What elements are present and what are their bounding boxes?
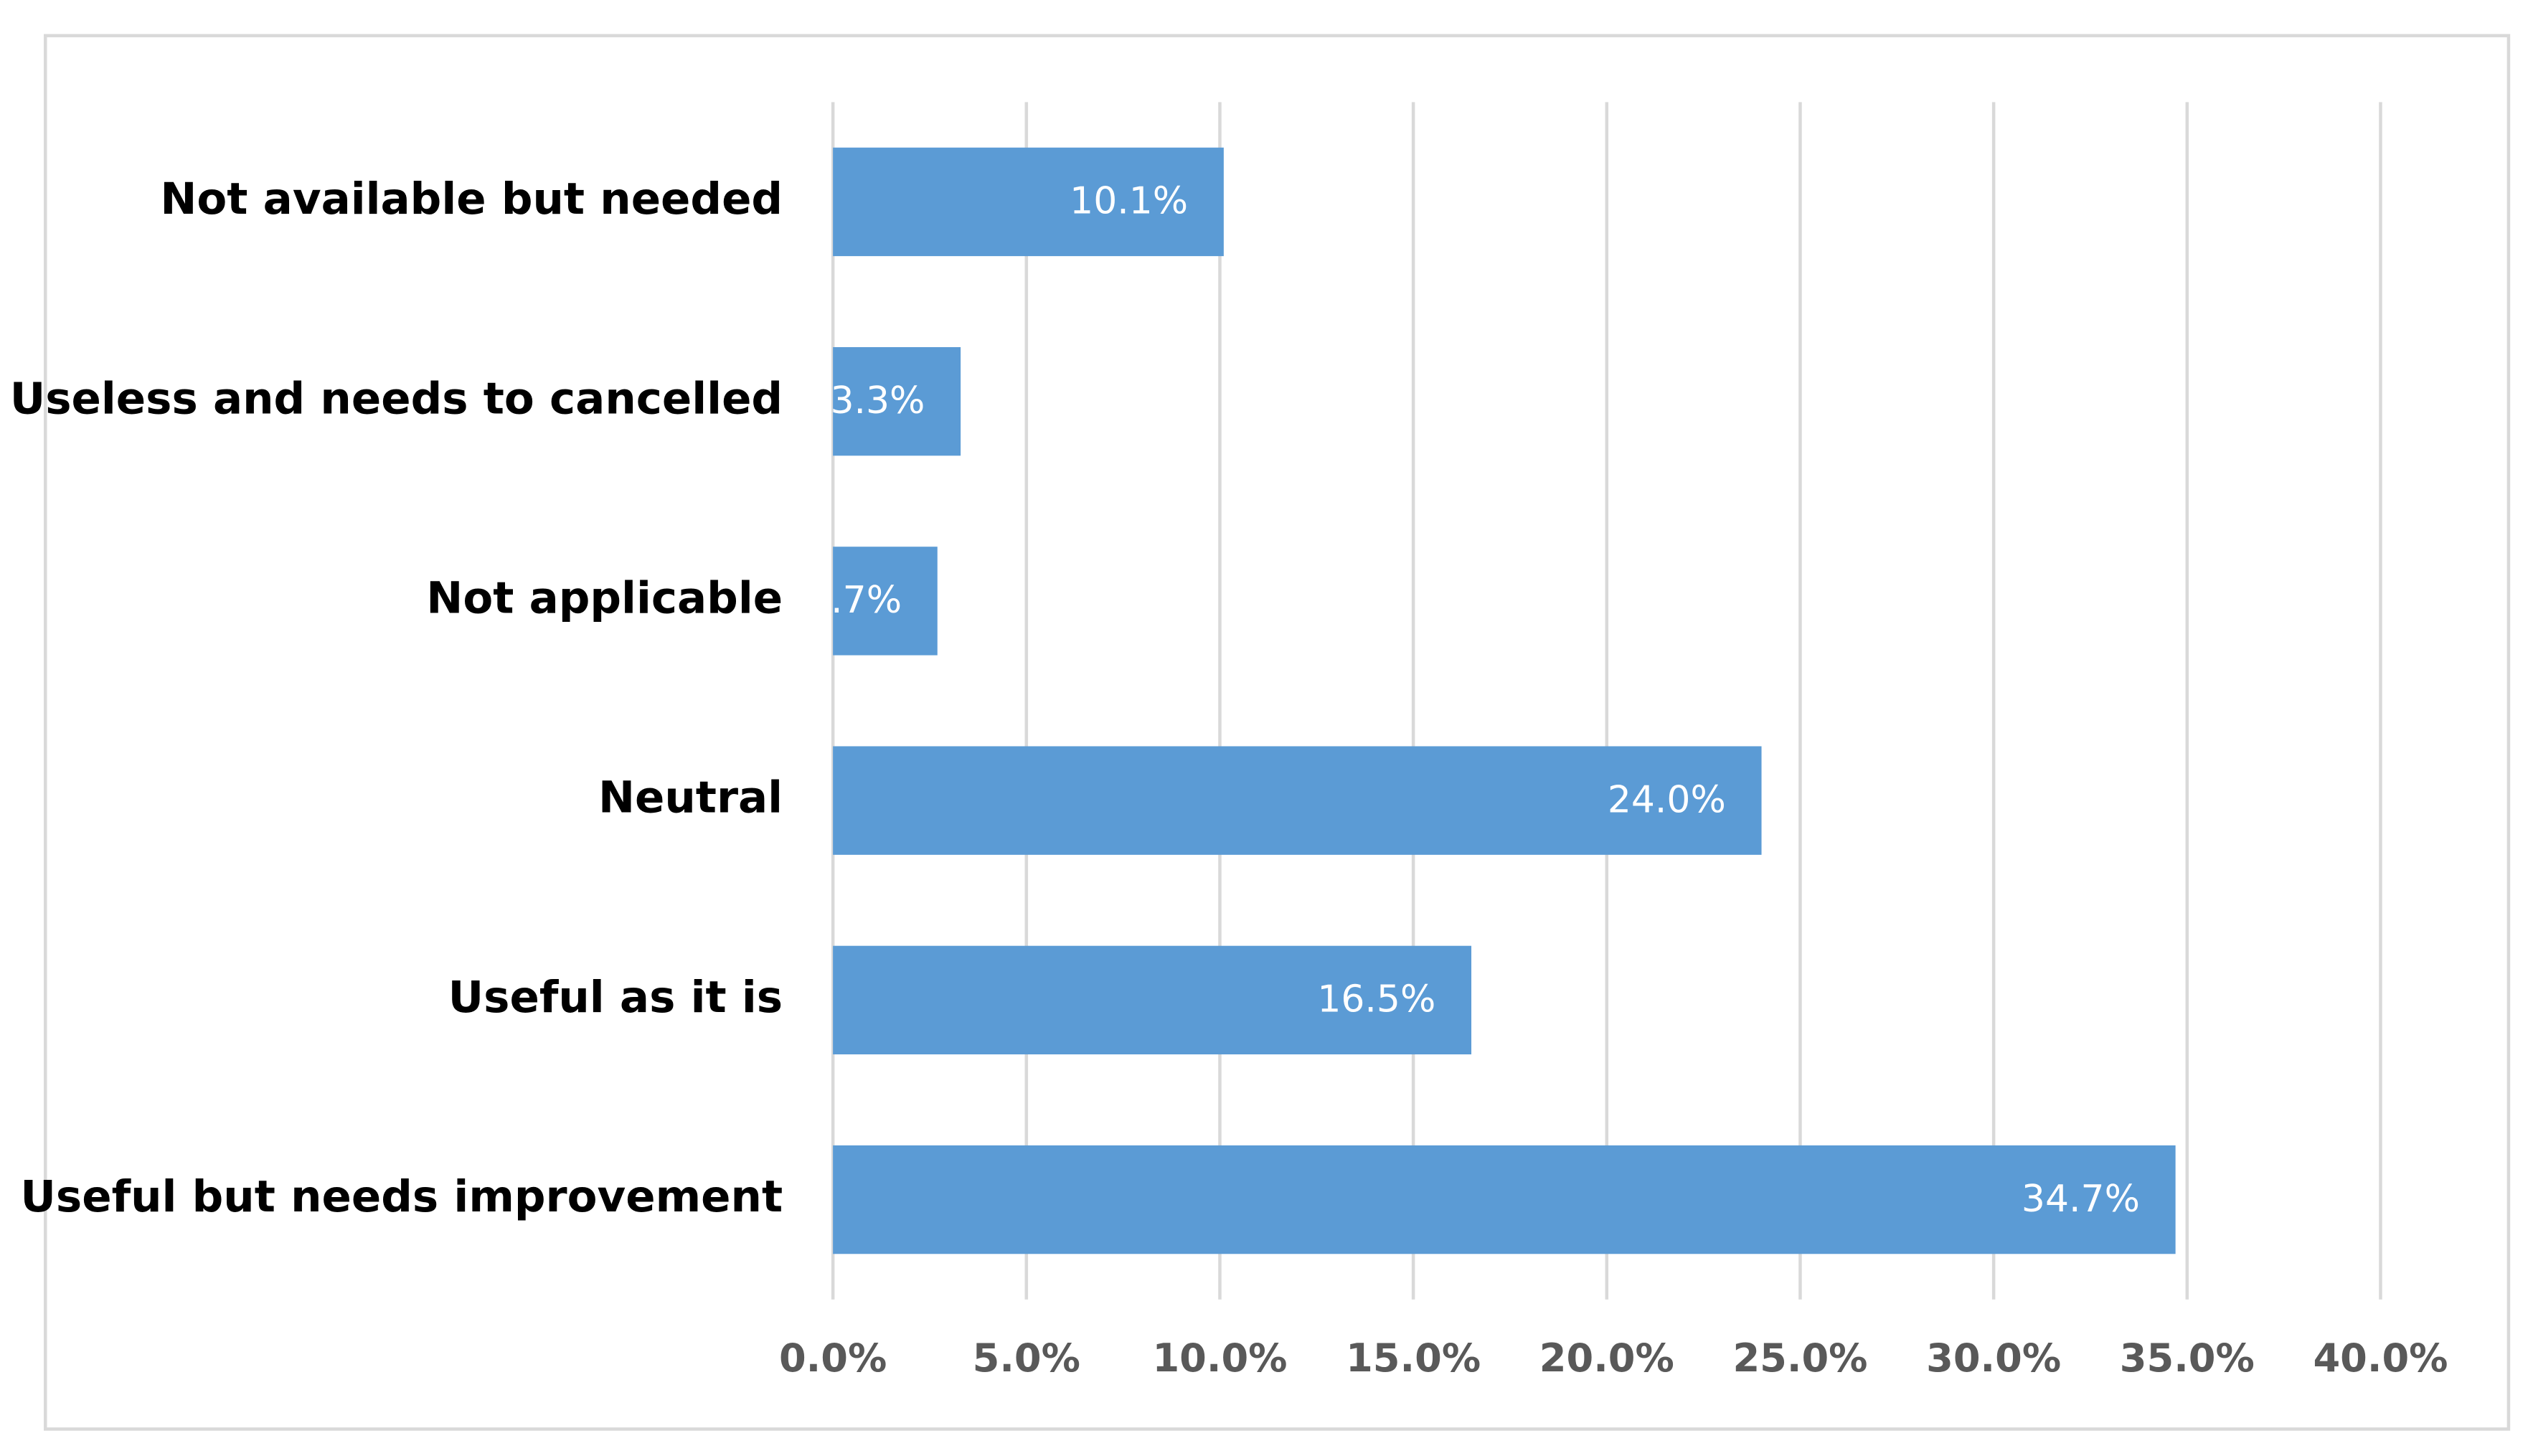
y-tick-label: Useless and needs to cancelled (10, 373, 783, 424)
x-tick-label: 20.0% (1539, 1336, 1674, 1381)
y-tick-label: Useful as it is (448, 972, 783, 1023)
data-label: 10.1% (1070, 180, 1188, 223)
chart-area: 0.0% 5.0% 10.0% 15.0% 20.0% 25.0% 30.0% 35.0% 40… (10, 34, 2511, 1431)
bar (833, 346, 961, 456)
bar (833, 746, 1762, 855)
x-tick-label: 25.0% (1732, 1336, 1867, 1381)
data-label: 34.7% (2022, 1178, 2140, 1221)
y-tick-label: Neutral (598, 772, 783, 823)
x-tick-label: 5.0% (973, 1336, 1080, 1381)
y-tick-label: Not available but needed (160, 174, 783, 224)
bar (833, 1145, 2176, 1254)
x-tick-label: 40.0% (2313, 1336, 2448, 1381)
bar (833, 147, 1224, 257)
data-label: 16.5% (1317, 978, 1435, 1021)
bar (833, 945, 1472, 1055)
data-label: 3.3% (830, 379, 925, 422)
x-tick-label: 30.0% (1926, 1336, 2061, 1381)
data-label: 24.0% (1608, 778, 1726, 821)
x-tick-label: 35.0% (2120, 1336, 2255, 1381)
y-tick-label: Not applicable (426, 572, 783, 623)
x-tick-label: 10.0% (1152, 1336, 1287, 1381)
data-label: 2.7% (807, 579, 902, 622)
x-tick-label: 0.0% (779, 1336, 887, 1381)
bar (833, 547, 938, 656)
x-tick-label: 15.0% (1346, 1336, 1481, 1381)
y-tick-label: Useful but needs improvement (20, 1171, 783, 1222)
